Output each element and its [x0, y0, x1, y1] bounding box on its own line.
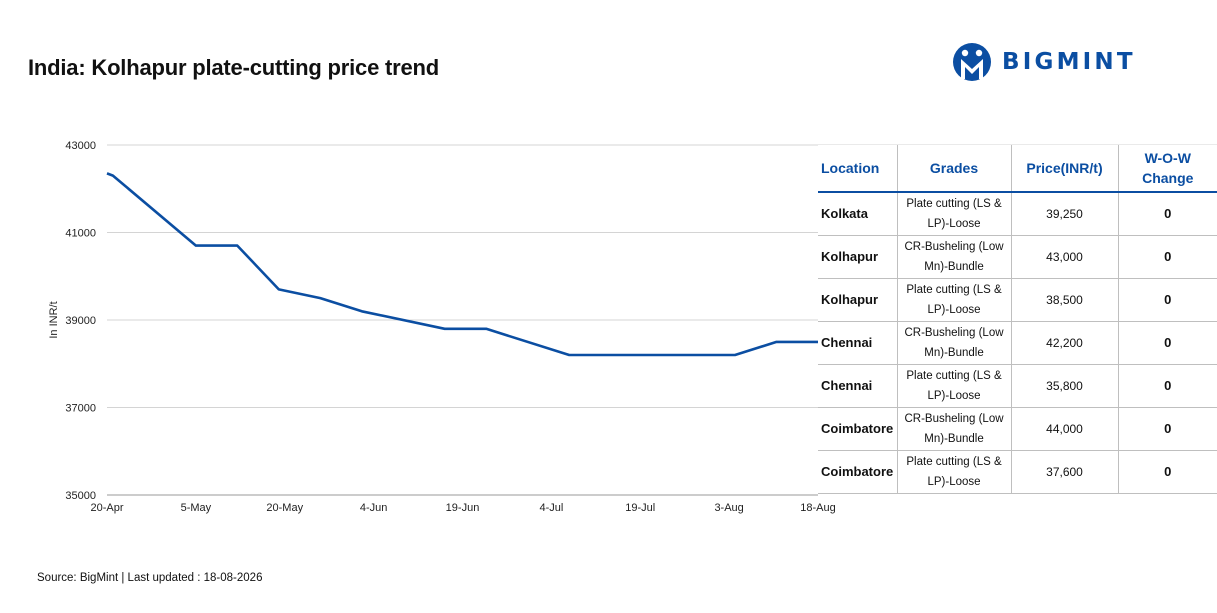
- cell-change: 0: [1117, 278, 1217, 322]
- cell-grade: Plate cutting (LS & LP)-Loose: [896, 364, 1011, 408]
- x-tick-label: 4-Jul: [539, 502, 563, 514]
- y-tick-label: 39000: [65, 315, 96, 327]
- cell-change: 0: [1117, 235, 1217, 279]
- x-tick-label: 19-Jul: [625, 502, 655, 514]
- x-tick-label: 3-Aug: [714, 502, 743, 514]
- table-header-row: Location Grades Price(INR/t) W-O-W Chang…: [818, 145, 1217, 193]
- x-tick-label: 4-Jun: [360, 502, 388, 514]
- header-wow-change: W-O-W Change: [1117, 145, 1217, 193]
- cell-change: 0: [1117, 364, 1217, 408]
- cell-price: 44,000: [1010, 407, 1118, 451]
- cell-location: Kolhapur: [818, 278, 897, 322]
- brand-name: BIGMINT: [1002, 49, 1136, 75]
- x-tick-label: 5-May: [181, 502, 212, 514]
- x-tick-label: 20-May: [266, 502, 303, 514]
- table-row: Coimbatore CR-Busheling (Low Mn)-Bundle …: [818, 407, 1217, 451]
- cell-price: 39,250: [1010, 192, 1118, 236]
- cell-location: Coimbatore: [818, 450, 897, 494]
- table-row: Kolhapur CR-Busheling (Low Mn)-Bundle 43…: [818, 235, 1217, 279]
- cell-change: 0: [1117, 321, 1217, 365]
- cell-change: 0: [1117, 450, 1217, 494]
- table-row: Kolhapur Plate cutting (LS & LP)-Loose 3…: [818, 278, 1217, 322]
- x-tick-label: 19-Jun: [446, 502, 480, 514]
- cell-change: 0: [1117, 407, 1217, 451]
- table-row: Chennai CR-Busheling (Low Mn)-Bundle 42,…: [818, 321, 1217, 365]
- cell-location: Chennai: [818, 364, 897, 408]
- cell-grade: CR-Busheling (Low Mn)-Bundle: [896, 321, 1011, 365]
- cell-grade: CR-Busheling (Low Mn)-Bundle: [896, 235, 1011, 279]
- cell-change: 0: [1117, 192, 1217, 236]
- cell-grade: Plate cutting (LS & LP)-Loose: [896, 278, 1011, 322]
- header-price: Price(INR/t): [1010, 145, 1118, 193]
- table-row: Chennai Plate cutting (LS & LP)-Loose 35…: [818, 364, 1217, 408]
- header-grades: Grades: [896, 145, 1011, 193]
- y-tick-labels: 35000 37000 39000 41000 43000: [65, 140, 96, 502]
- cell-price: 38,500: [1010, 278, 1118, 322]
- y-tick-label: 35000: [65, 490, 96, 502]
- cell-price: 42,200: [1010, 321, 1118, 365]
- cell-grade: Plate cutting (LS & LP)-Loose: [896, 450, 1011, 494]
- cell-location: Kolhapur: [818, 235, 897, 279]
- cell-grade: CR-Busheling (Low Mn)-Bundle: [896, 407, 1011, 451]
- cell-price: 37,600: [1010, 450, 1118, 494]
- chart-title: India: Kolhapur plate-cutting price tren…: [28, 55, 440, 80]
- x-tick-labels: 20-Apr 5-May 20-May 4-Jun 19-Jun 4-Jul 19-Jul 3…: [90, 502, 835, 514]
- cell-price: 43,000: [1010, 235, 1118, 279]
- y-tick-label: 41000: [65, 228, 96, 240]
- y-tick-label: 37000: [65, 403, 96, 415]
- x-tick-label: 18-Aug: [800, 502, 835, 514]
- header-location: Location: [818, 145, 897, 193]
- series-line: [106, 172, 818, 357]
- price-table: Location Grades Price(INR/t) W-O-W Chang…: [818, 145, 1217, 494]
- y-axis-label: In INR/t: [48, 301, 60, 338]
- table-row: Coimbatore Plate cutting (LS & LP)-Loose…: [818, 450, 1217, 494]
- cell-grade: Plate cutting (LS & LP)-Loose: [896, 192, 1011, 236]
- x-tick-label: 20-Apr: [90, 502, 123, 514]
- cell-location: Chennai: [818, 321, 897, 365]
- table-row: Kolkata Plate cutting (LS & LP)-Loose 39…: [818, 192, 1217, 236]
- y-tick-label: 43000: [65, 140, 96, 152]
- cell-price: 35,800: [1010, 364, 1118, 408]
- cell-location: Kolkata: [818, 192, 897, 236]
- source-note: Source: BigMint | Last updated : 18-08-2…: [37, 572, 263, 584]
- cell-location: Coimbatore: [818, 407, 897, 451]
- bigmint-logo: BIGMINT: [952, 42, 1136, 82]
- bigmint-logo-icon: [953, 43, 991, 81]
